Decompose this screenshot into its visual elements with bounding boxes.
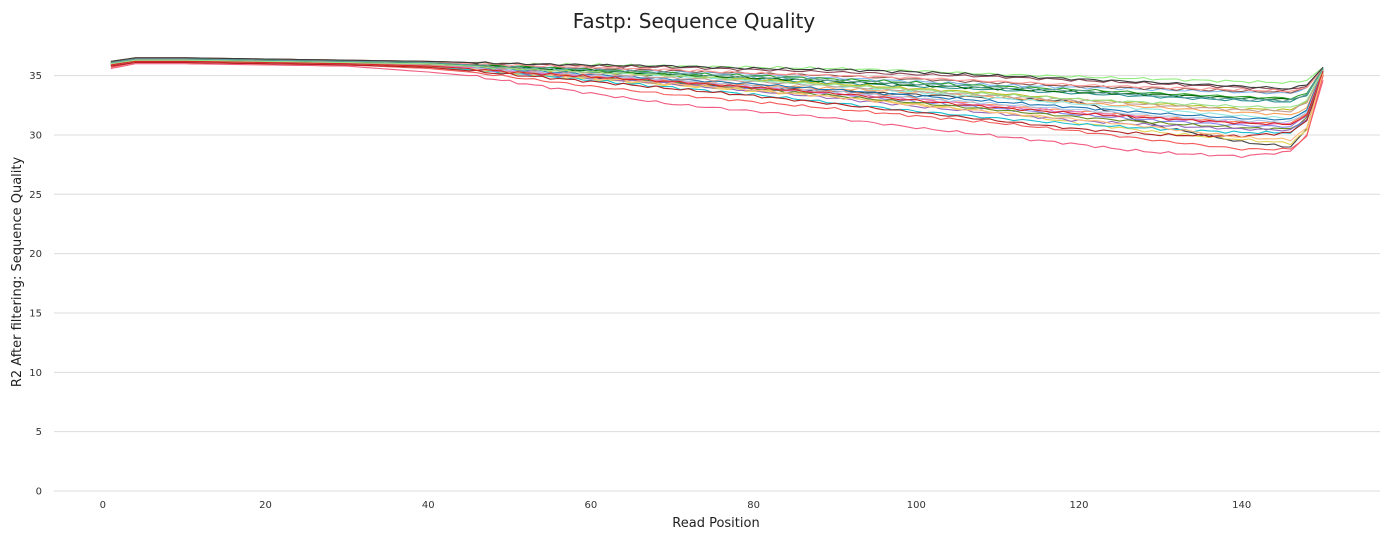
series-line-28 (110, 59, 1324, 109)
x-tick-label: 140 (1232, 500, 1251, 511)
y-tick-label: 30 (29, 130, 42, 141)
y-tick-label: 0 (36, 487, 42, 498)
series-line-14 (110, 59, 1324, 121)
x-tick-label: 20 (259, 500, 272, 511)
x-tick-label: 120 (1069, 500, 1088, 511)
series-line-27 (110, 57, 1324, 90)
chart-title: Fastp: Sequence Quality (573, 9, 816, 33)
series-line-6 (110, 63, 1324, 159)
y-tick-label: 35 (29, 71, 42, 82)
y-tick-label: 5 (36, 427, 42, 438)
series-line-25 (110, 61, 1324, 138)
gridlines (54, 75, 1380, 492)
y-axis-title: R2 After filtering: Sequence Quality (10, 157, 25, 388)
y-tick-label: 25 (29, 190, 42, 201)
series-lines (110, 57, 1324, 159)
x-tick-label: 0 (100, 500, 106, 511)
y-tick-label: 10 (29, 368, 42, 379)
x-tick-label: 60 (585, 500, 598, 511)
series-line-29 (110, 60, 1324, 126)
x-axis-title: Read Position (672, 516, 759, 531)
y-tick-label: 20 (29, 249, 42, 260)
x-tick-label: 40 (422, 500, 435, 511)
x-tick-label: 100 (907, 500, 926, 511)
series-line-30 (110, 58, 1324, 103)
y-tick-labels: 0 5 10 15 20 25 30 35 (29, 71, 42, 497)
x-tick-label: 80 (747, 500, 760, 511)
y-tick-label: 15 (29, 308, 42, 319)
x-tick-labels: 0 20 40 60 80 100 120 140 (100, 500, 1252, 511)
